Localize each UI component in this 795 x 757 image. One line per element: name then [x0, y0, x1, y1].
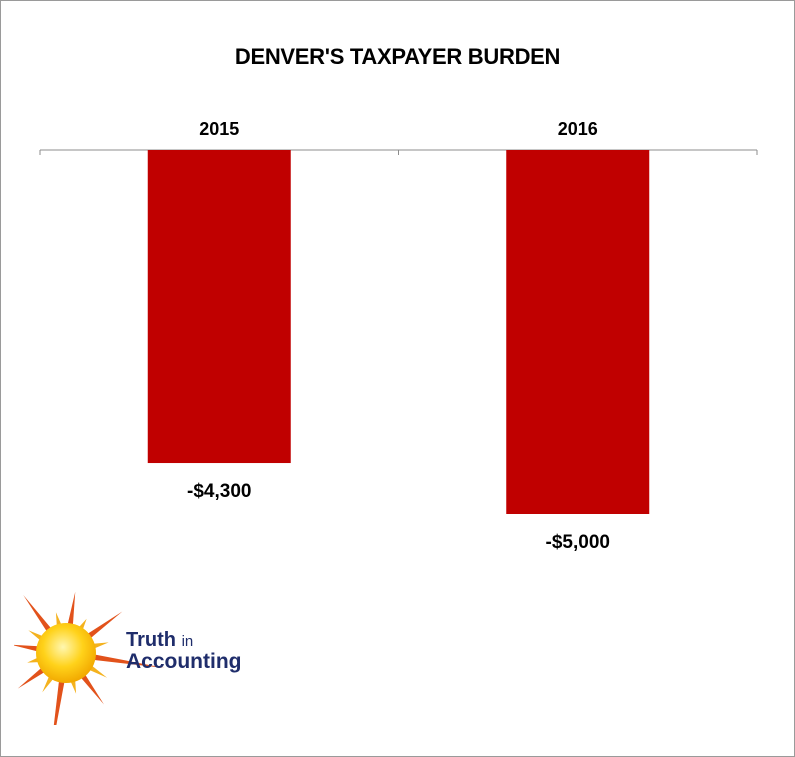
bar-2016 [506, 150, 650, 514]
bar-2015 [147, 150, 291, 464]
logo-text-accounting: Accounting [126, 650, 242, 673]
sun-logo-icon [14, 591, 165, 725]
chart-title: DENVER'S TAXPAYER BURDEN [234, 44, 561, 69]
logo-text-truth: Truth in [126, 629, 194, 651]
category-label-2015: 2015 [199, 119, 239, 139]
data-label-2016: -$5,000 [546, 532, 610, 553]
category-label-2016: 2016 [558, 119, 598, 139]
data-label-2015: -$4,300 [187, 481, 251, 502]
